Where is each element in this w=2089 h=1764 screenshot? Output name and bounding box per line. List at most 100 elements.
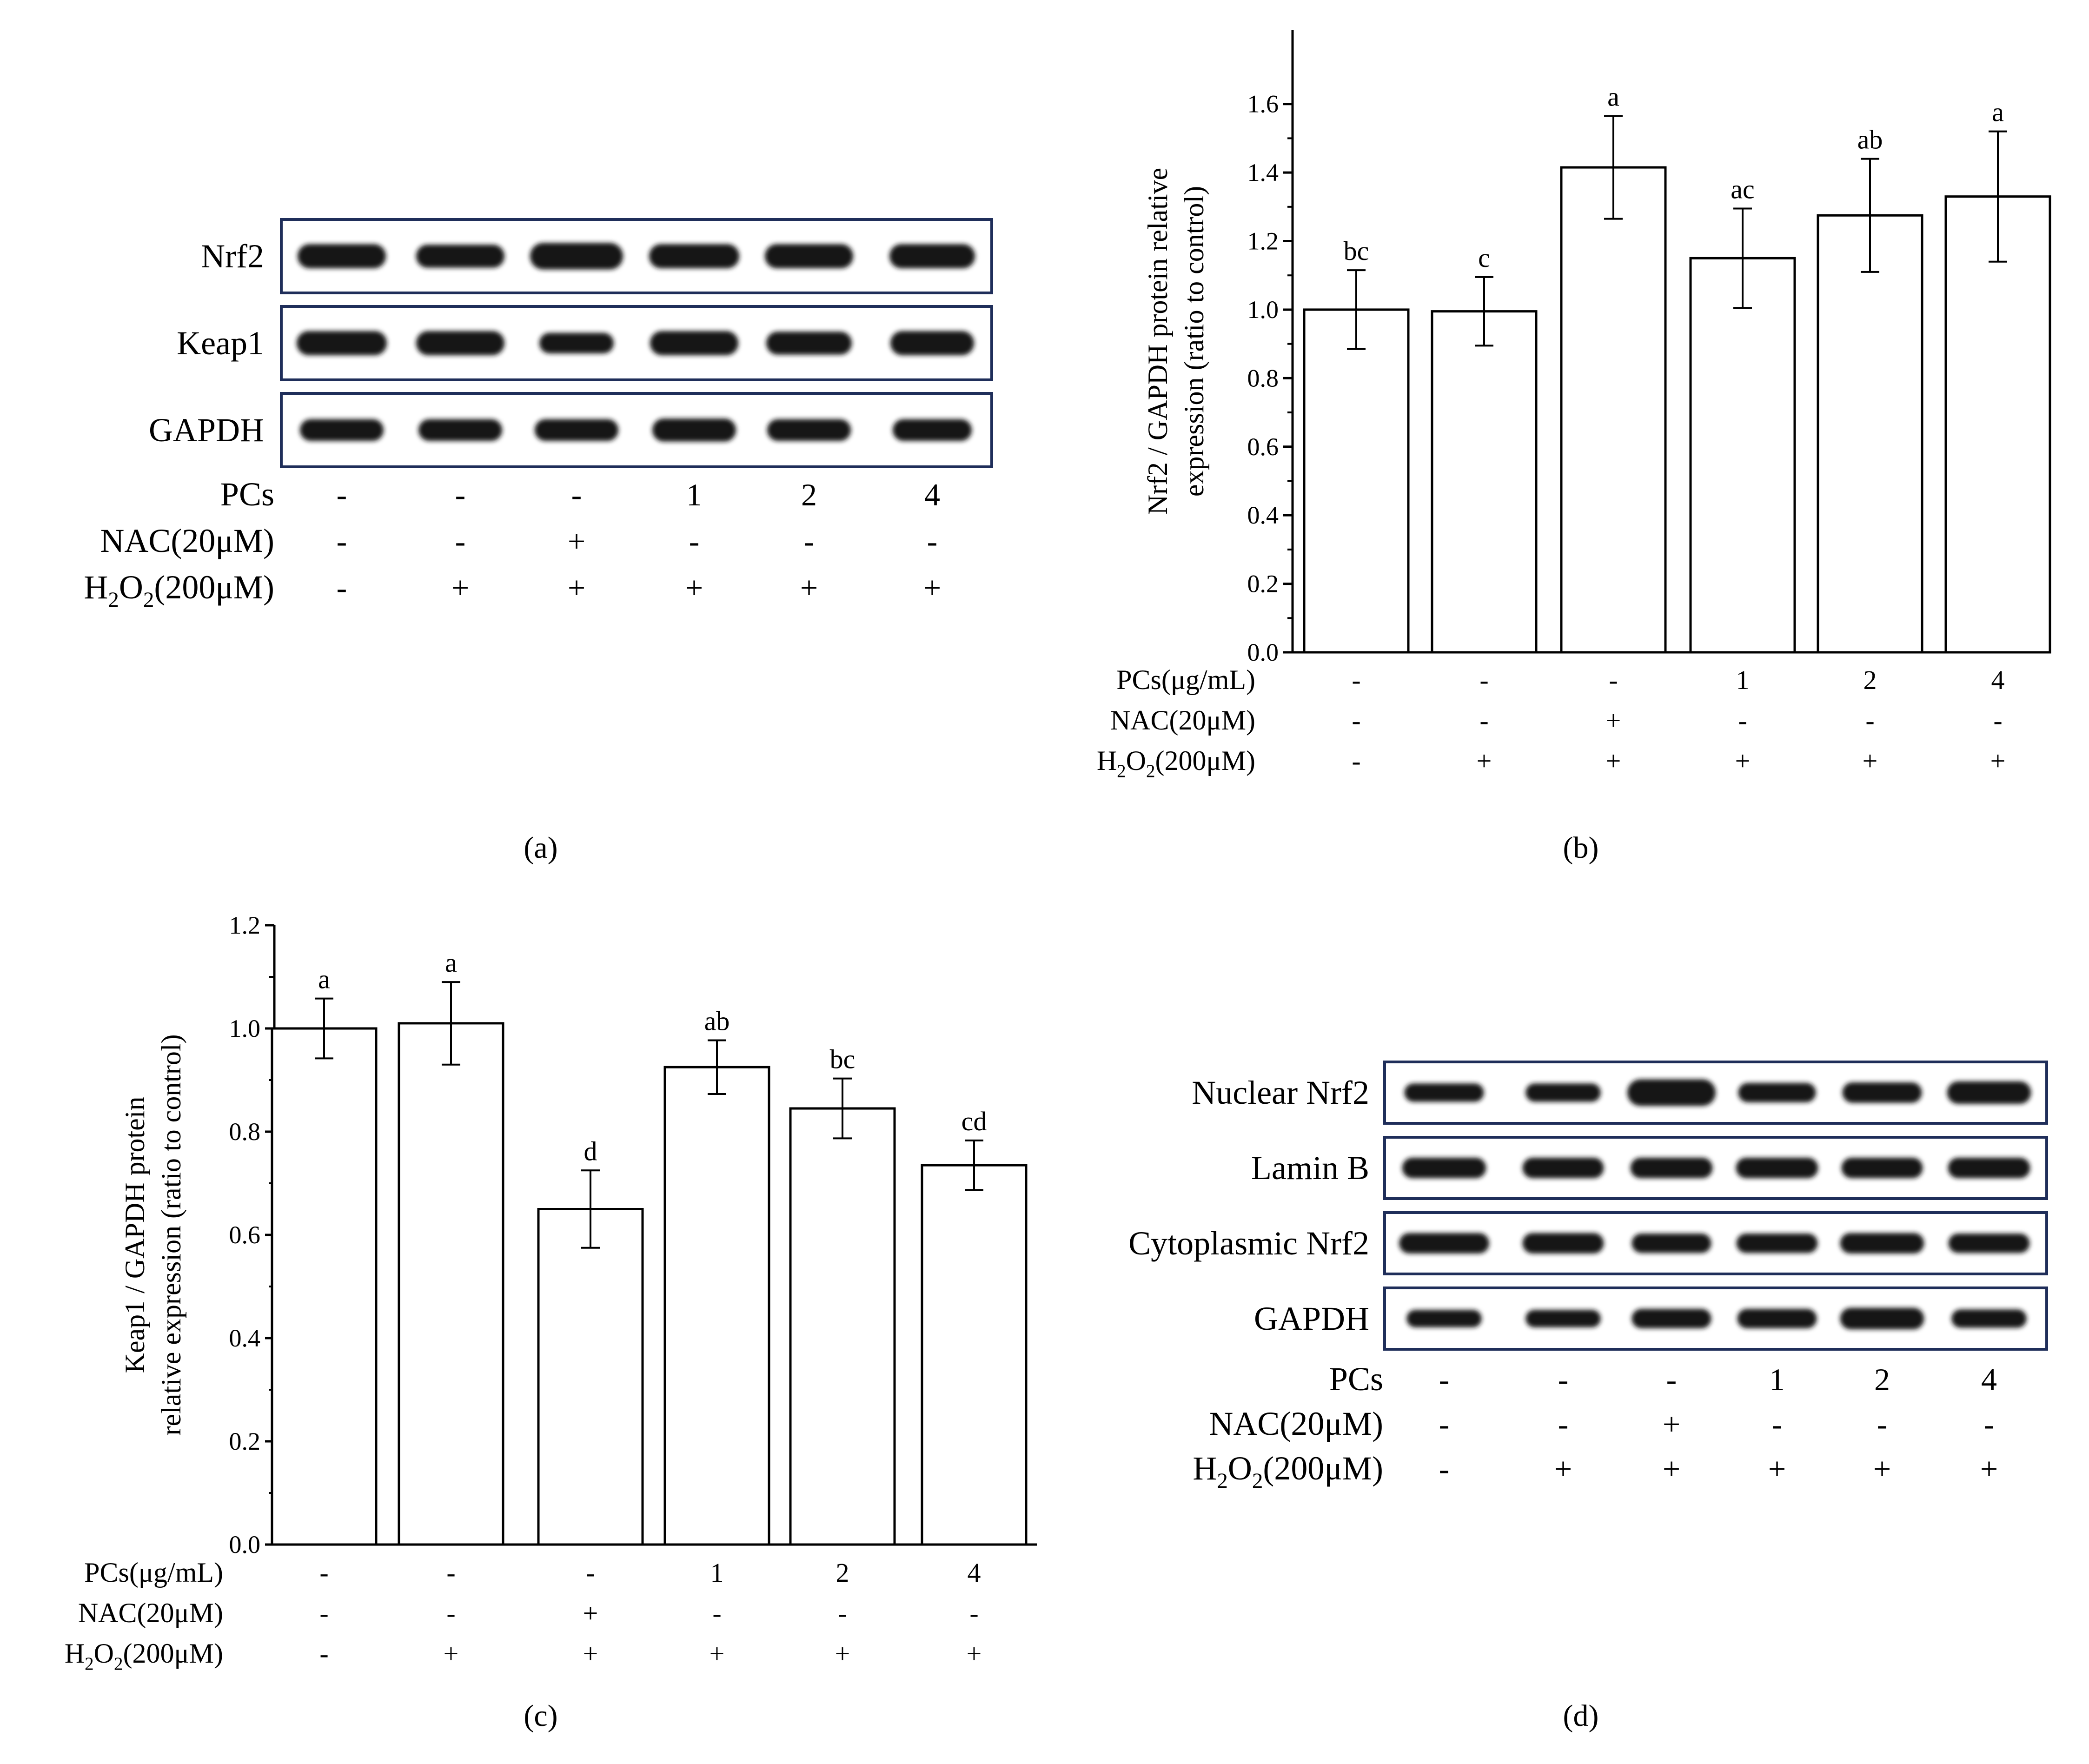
condition-value: - [1479, 665, 1488, 695]
protein-band [1631, 1309, 1711, 1328]
condition-value: - [1865, 705, 1874, 736]
condition-value: - [1479, 705, 1488, 736]
condition-value: 1 [1769, 1362, 1785, 1397]
condition-value: + [967, 1638, 982, 1669]
protein-band [1736, 1233, 1818, 1253]
protein-band [1399, 1233, 1489, 1253]
condition-value: - [455, 477, 466, 512]
protein-band [530, 243, 623, 270]
protein-band [297, 331, 387, 355]
blot-frame [1383, 1287, 2048, 1351]
condition-value: 4 [968, 1558, 981, 1588]
protein-band [1404, 1083, 1484, 1102]
significance-letter: a [1992, 97, 2004, 127]
panel-b-nrf2-bar-chart: 0.0 0.2 0.4 0.6 0.8 1.0 1.2 1.4 1.6 Nrf2 / GAPDH … [1097, 30, 2051, 865]
protein-band [1406, 1310, 1482, 1327]
protein-band [1736, 1158, 1818, 1178]
condition-value: - [1352, 705, 1360, 736]
blot-row-label: Lamin B [1251, 1149, 1369, 1187]
significance-letter: c [1478, 243, 1490, 273]
protein-band [300, 419, 384, 441]
bar [1560, 166, 1667, 654]
condition-label: NAC(20μM) [78, 1598, 223, 1628]
protein-band [767, 419, 851, 441]
y-tick-label: 1.6 [1247, 90, 1279, 118]
condition-value: - [1439, 1362, 1450, 1397]
y-tick-label: 0.8 [1247, 364, 1279, 392]
y-tick-label: 1.0 [1247, 296, 1279, 324]
condition-label: NAC(20μM) [1209, 1405, 1383, 1442]
condition-value: + [568, 524, 585, 559]
panel-a-western-blot: Nrf2 Keap1 GAPDH PCs - - - 1 2 4 NAC(20μM) - - + - - - H… [84, 218, 993, 865]
condition-value: 1 [710, 1558, 724, 1588]
protein-band [298, 244, 386, 268]
condition-value: + [1477, 746, 1492, 776]
protein-band [1627, 1079, 1716, 1106]
protein-band [765, 244, 853, 268]
blot-frame [280, 218, 993, 294]
condition-value: - [1666, 1362, 1677, 1397]
condition-value: - [927, 524, 938, 559]
significance-letter: a [318, 964, 330, 995]
y-tick-label: 0.6 [229, 1221, 261, 1249]
condition-value: + [1735, 746, 1751, 776]
condition-value: + [1663, 1451, 1680, 1486]
protein-band [418, 419, 502, 441]
y-tick-label: 0.0 [1247, 638, 1279, 666]
condition-label: H2O2(200μM) [84, 569, 274, 612]
bar [1817, 214, 1923, 654]
y-tick-label: 0.2 [1247, 570, 1279, 598]
panel-c-label: (c) [524, 1699, 557, 1733]
bar [1689, 257, 1796, 654]
protein-band [1948, 1233, 2030, 1253]
condition-label: H2O2(200μM) [1097, 745, 1255, 781]
protein-band [893, 419, 972, 441]
bar [398, 1022, 504, 1546]
condition-value: + [835, 1638, 850, 1669]
condition-value: - [969, 1598, 978, 1628]
condition-value: - [446, 1558, 455, 1588]
condition-value: - [337, 570, 347, 605]
y-axis-title: Keap1 / GAPDH protein relative expression… [119, 1034, 186, 1435]
protein-band [539, 332, 614, 354]
condition-value: - [689, 524, 700, 559]
protein-band [1738, 1083, 1816, 1102]
y-tick-label: 0.4 [229, 1324, 261, 1352]
condition-value: 2 [801, 477, 817, 512]
condition-value: + [1863, 746, 1878, 776]
significance-letter: a [1607, 82, 1619, 112]
condition-value: + [1606, 746, 1621, 776]
protein-band [1631, 1233, 1711, 1253]
condition-value: + [1768, 1451, 1786, 1486]
condition-value: - [712, 1598, 721, 1628]
protein-band [1840, 1233, 1924, 1253]
condition-value: 2 [1874, 1362, 1890, 1397]
y-tick-label: 0.6 [1247, 433, 1279, 461]
bar [271, 1027, 378, 1546]
panel-b-label: (b) [1563, 831, 1599, 865]
protein-band [1841, 1158, 1923, 1178]
condition-value: - [838, 1598, 847, 1628]
panel-d-label: (d) [1563, 1699, 1599, 1733]
blot-row-label: Nrf2 [201, 238, 264, 275]
condition-value: - [455, 524, 466, 559]
blot-row-label: Nuclear Nrf2 [1192, 1074, 1369, 1111]
protein-band [1840, 1307, 1924, 1330]
condition-label: H2O2(200μM) [65, 1638, 223, 1674]
condition-value: - [1352, 665, 1360, 695]
condition-value: - [319, 1638, 328, 1669]
condition-value: - [571, 477, 582, 512]
blot-row-label: Keap1 [177, 325, 264, 362]
condition-value: + [1873, 1451, 1891, 1486]
protein-band [1737, 1309, 1817, 1328]
condition-value: - [586, 1558, 595, 1588]
protein-band [1948, 1158, 2030, 1178]
condition-value: - [1772, 1406, 1783, 1442]
condition-value: - [1558, 1406, 1569, 1442]
significance-letter: cd [962, 1106, 987, 1136]
blot-frame [280, 305, 993, 381]
bar [1944, 195, 2051, 654]
panel-d-western-blot: Nuclear Nrf2 Lamin B Cytoplasmic Nrf2 GAPDH… [1128, 1061, 2048, 1733]
condition-value: + [1554, 1451, 1572, 1486]
